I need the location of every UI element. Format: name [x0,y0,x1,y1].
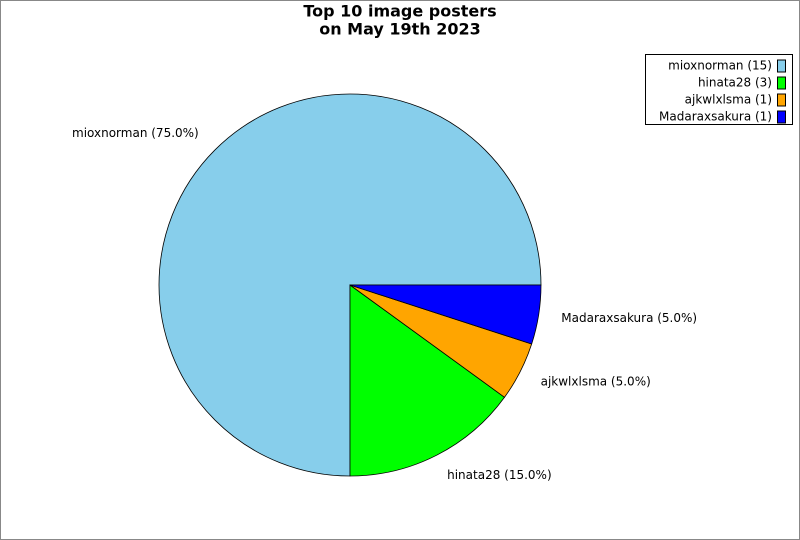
pie-slice [158,93,542,477]
chart-title: on May 19th 2023 [319,20,481,39]
slice-label: hinata28 (15.0%) [447,468,552,482]
legend-label: mioxnorman (15) [668,59,772,73]
legend-label: ajkwlxlsma (1) [685,93,772,107]
slice-label: ajkwlxlsma (5.0%) [541,375,651,389]
legend-swatch [777,110,786,124]
legend-swatch [777,59,786,73]
pie-slice [349,284,542,345]
slice-label: mioxnorman (75.0%) [72,126,199,140]
legend-box [645,54,793,125]
legend-swatch [777,93,786,107]
slice-label: Madaraxsakura (5.0%) [561,311,697,325]
pie-slice [349,284,506,477]
legend-swatch [777,76,786,90]
legend-label: Madaraxsakura (1) [659,110,772,124]
chart-title: Top 10 image posters [303,2,496,21]
legend-label: hinata28 (3) [698,76,772,90]
